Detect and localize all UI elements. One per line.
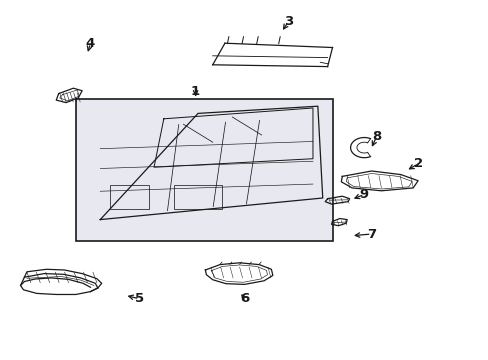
Bar	[76, 99, 332, 241]
Text: 9: 9	[359, 188, 368, 201]
Bar	[173, 185, 222, 209]
Text: 4: 4	[86, 37, 95, 50]
Text: 1: 1	[191, 85, 200, 98]
Text: 6: 6	[240, 292, 248, 305]
Text: 2: 2	[413, 157, 422, 170]
Text: 3: 3	[284, 15, 292, 28]
Text: 5: 5	[135, 292, 143, 305]
Bar	[110, 185, 149, 209]
Text: 8: 8	[371, 130, 380, 143]
Text: 7: 7	[366, 228, 375, 240]
